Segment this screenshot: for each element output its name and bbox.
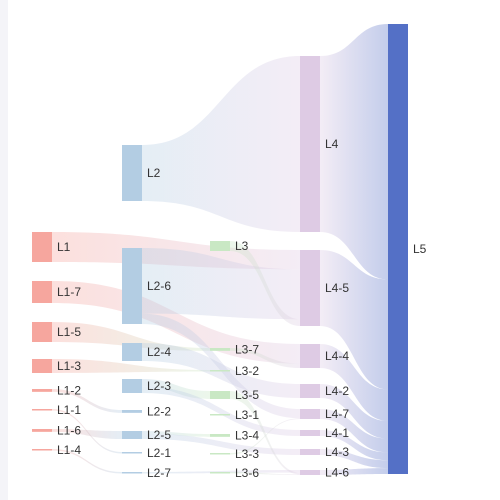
link-l4-6-to-l5[interactable]	[320, 468, 388, 475]
node-label-l3-4: L3-4	[235, 428, 259, 442]
link-l2-5-to-l4-3[interactable]	[142, 433, 300, 455]
link-l3-7-to-l4-4[interactable]	[230, 348, 300, 368]
node-label-l2-6: L2-6	[147, 279, 171, 293]
node-l3-2[interactable]	[210, 370, 230, 372]
node-label-l4-4: L4-4	[325, 349, 349, 363]
node-l2[interactable]	[122, 145, 142, 201]
node-label-l1-3: L1-3	[57, 359, 81, 373]
node-label-l3-5: L3-5	[235, 388, 259, 402]
node-l3-6[interactable]	[210, 472, 230, 474]
node-l1-6[interactable]	[32, 429, 52, 432]
link-l3-5-to-l4-6[interactable]	[230, 391, 300, 475]
node-l1-4[interactable]	[32, 449, 52, 451]
node-label-l2-4: L2-4	[147, 345, 171, 359]
nodes-layer	[32, 24, 408, 475]
link-l4-2-to-l5[interactable]	[320, 384, 388, 439]
node-label-l4: L4	[325, 137, 339, 151]
node-label-l3: L3	[235, 239, 249, 253]
node-label-l2-5: L2-5	[147, 428, 171, 442]
node-label-l3-2: L3-2	[235, 364, 259, 378]
node-label-l1-2: L1-2	[57, 383, 81, 397]
node-l3-1[interactable]	[210, 414, 230, 416]
node-label-l4-3: L4-3	[325, 445, 349, 459]
link-l2-7-to-l4-6[interactable]	[142, 470, 300, 474]
node-label-l2-2: L2-2	[147, 404, 171, 418]
link-l2-5-to-l3-4[interactable]	[142, 431, 210, 437]
link-l1-5-to-l3-7[interactable]	[52, 322, 210, 351]
link-l1-3-to-l3-2[interactable]	[52, 359, 210, 373]
node-l2-2[interactable]	[122, 410, 142, 413]
node-l1-7[interactable]	[32, 281, 52, 303]
node-label-l4-6: L4-6	[325, 466, 349, 480]
node-label-l3-7: L3-7	[235, 342, 259, 356]
node-label-l2: L2	[147, 166, 161, 180]
link-l1-2-to-l2-2[interactable]	[52, 389, 122, 413]
node-label-l1-5: L1-5	[57, 325, 81, 339]
node-l3-3[interactable]	[210, 453, 230, 455]
node-label-l3-1: L3-1	[235, 408, 259, 422]
node-label-l3-6: L3-6	[235, 466, 259, 480]
node-label-l4-1: L4-1	[325, 426, 349, 440]
node-l4-1[interactable]	[300, 430, 320, 436]
labels-layer: L1 L1-7 L1-5 L1-3 L1-2 L1-1 L1-6 L1-4 L2 L2-6 L2-4…	[57, 137, 427, 480]
node-l2-3[interactable]	[122, 379, 142, 393]
node-l4[interactable]	[300, 56, 320, 232]
link-l4-7-to-l5[interactable]	[320, 409, 388, 453]
link-l2-to-l4[interactable]	[142, 56, 300, 232]
node-l3-7[interactable]	[210, 348, 230, 351]
link-l2-3-to-l3-5[interactable]	[142, 379, 210, 399]
node-l1-1[interactable]	[32, 409, 52, 411]
node-label-l4-2: L4-2	[325, 384, 349, 398]
node-l4-3[interactable]	[300, 449, 320, 455]
node-label-l1-1: L1-1	[57, 403, 81, 417]
link-l1-6-to-l2-5[interactable]	[52, 429, 122, 439]
link-l3-6-to-l4-6[interactable]	[230, 472, 300, 475]
node-label-l1-4: L1-4	[57, 443, 81, 457]
link-l4-4-to-l5[interactable]	[320, 344, 388, 421]
node-label-l5: L5	[413, 242, 427, 256]
node-l1[interactable]	[32, 232, 52, 262]
link-l4-to-l5[interactable]	[320, 24, 388, 280]
node-label-l1-7: L1-7	[57, 285, 81, 299]
node-l4-2[interactable]	[300, 384, 320, 398]
node-l2-6[interactable]	[122, 248, 142, 324]
link-l4-1-to-l5[interactable]	[320, 430, 388, 461]
node-label-l4-7: L4-7	[325, 407, 349, 421]
node-l3-5[interactable]	[210, 391, 230, 399]
node-l3[interactable]	[210, 241, 230, 251]
link-l2-3-to-l4-1[interactable]	[142, 386, 300, 436]
node-l5[interactable]	[388, 24, 408, 474]
link-l1-4-to-l2-7[interactable]	[52, 449, 122, 474]
node-label-l1-6: L1-6	[57, 423, 81, 437]
node-l4-5[interactable]	[300, 250, 320, 326]
node-l4-4[interactable]	[300, 344, 320, 368]
node-label-l2-3: L2-3	[147, 379, 171, 393]
node-l4-7[interactable]	[300, 409, 320, 419]
link-l3-to-l4-5[interactable]	[230, 241, 300, 326]
node-label-l1: L1	[57, 240, 71, 254]
link-l4-3-to-l5[interactable]	[320, 449, 388, 469]
link-l4-5-to-l5[interactable]	[320, 250, 388, 390]
link-l3-3-to-l4-7[interactable]	[230, 418, 300, 455]
node-l4-6[interactable]	[300, 470, 320, 475]
node-l2-1[interactable]	[122, 452, 142, 454]
node-l2-7[interactable]	[122, 472, 142, 474]
link-l2-6-to-l4-5[interactable]	[142, 248, 300, 320]
node-l1-5[interactable]	[32, 322, 52, 342]
node-label-l2-1: L2-1	[147, 446, 171, 460]
node-label-l2-7: L2-7	[147, 466, 171, 480]
node-l2-4[interactable]	[122, 343, 142, 361]
node-l2-5[interactable]	[122, 431, 142, 439]
node-l1-3[interactable]	[32, 359, 52, 373]
node-l1-2[interactable]	[32, 389, 52, 392]
node-label-l3-3: L3-3	[235, 447, 259, 461]
node-label-l4-5: L4-5	[325, 281, 349, 295]
node-l3-4[interactable]	[210, 434, 230, 437]
